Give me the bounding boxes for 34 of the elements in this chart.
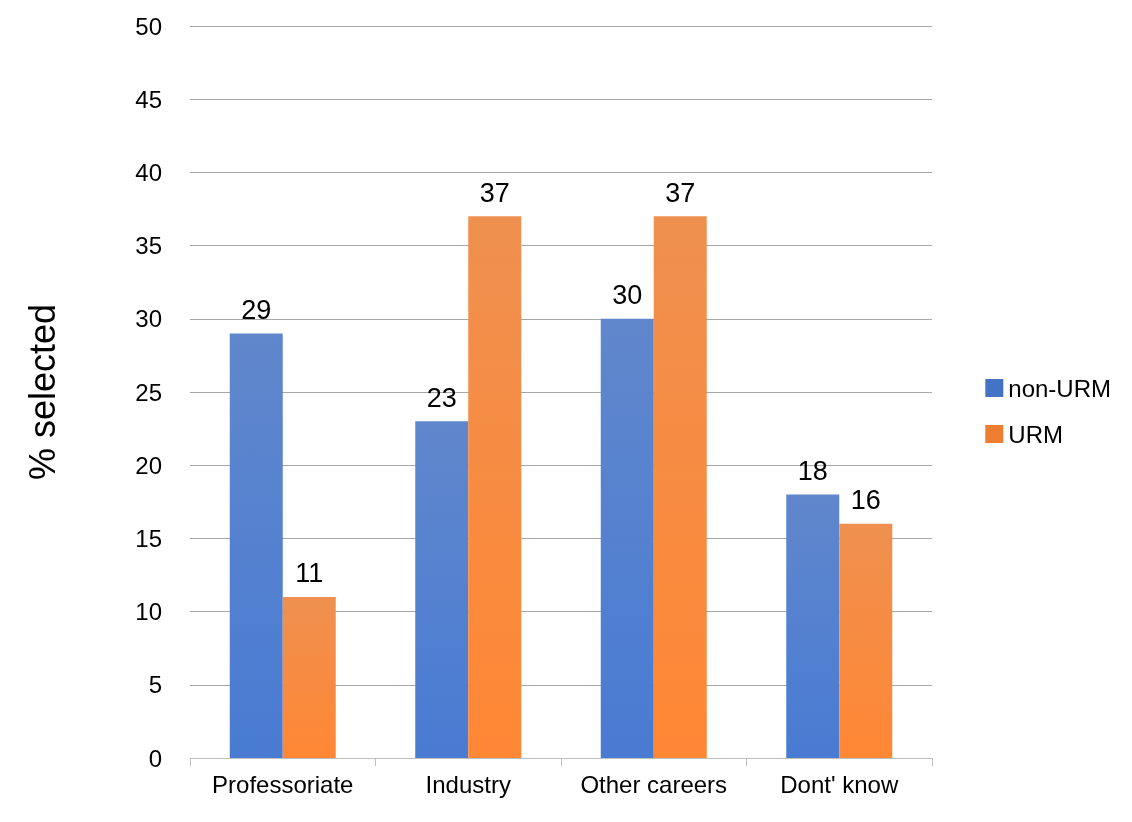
data-label: 18 xyxy=(797,455,828,486)
y-tick-label: 5 xyxy=(148,671,162,699)
legend-label: non-URM xyxy=(1008,374,1112,402)
bar xyxy=(415,421,469,758)
bar xyxy=(468,216,522,758)
y-axis-title: % selected xyxy=(21,303,63,481)
y-tick-label: 15 xyxy=(135,524,162,552)
bar xyxy=(786,494,840,758)
bar xyxy=(653,216,707,758)
data-label: 37 xyxy=(665,177,696,208)
data-label: 30 xyxy=(612,280,643,311)
y-tick-label: 10 xyxy=(135,598,162,626)
data-label: 29 xyxy=(241,294,272,325)
y-tick-label: 0 xyxy=(148,744,162,772)
y-tick-label: 35 xyxy=(135,232,162,260)
bar xyxy=(229,333,283,758)
y-tick-label: 30 xyxy=(135,305,162,333)
y-tick-label: 45 xyxy=(135,85,162,113)
legend-label: URM xyxy=(1008,420,1063,448)
bar xyxy=(839,523,893,758)
bar xyxy=(600,318,654,758)
y-tick-label: 50 xyxy=(135,12,162,40)
x-tick-label: Dont' know xyxy=(780,770,899,798)
x-tick-label: Professoriate xyxy=(212,770,354,798)
data-label: 37 xyxy=(479,177,510,208)
data-label: 16 xyxy=(850,485,881,516)
y-tick-label: 25 xyxy=(135,378,162,406)
x-tick-label: Other careers xyxy=(580,770,728,798)
y-tick-label: 40 xyxy=(135,158,162,186)
x-tick-label: Industry xyxy=(425,770,511,798)
data-label: 11 xyxy=(295,558,324,589)
bar xyxy=(282,596,336,758)
y-tick-label: 20 xyxy=(135,451,162,479)
data-label: 23 xyxy=(426,382,457,413)
